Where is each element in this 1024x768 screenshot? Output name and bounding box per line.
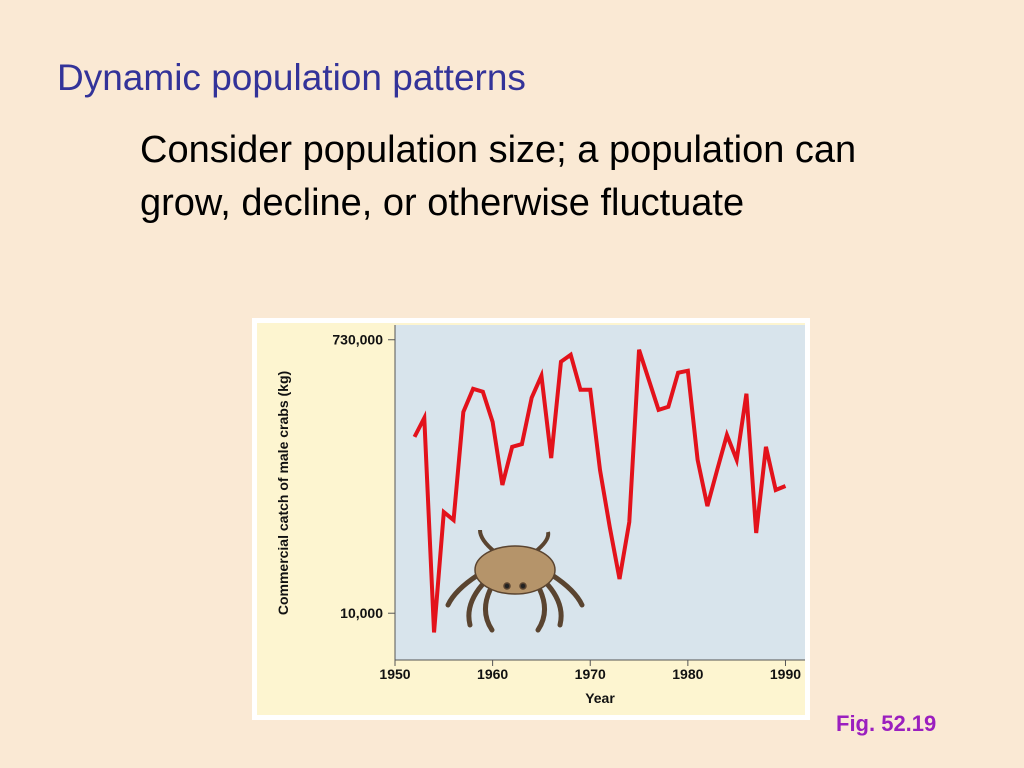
plot-area bbox=[395, 325, 805, 660]
crab bbox=[445, 529, 585, 633]
y-axis-label: Commercial catch of male crabs (kg) bbox=[275, 371, 291, 615]
x-tick-label: 1990 bbox=[770, 666, 801, 682]
data-line bbox=[412, 349, 787, 633]
y-tick-label: 730,000 bbox=[332, 332, 383, 348]
x-tick-label: 1960 bbox=[477, 666, 508, 682]
y-tick-label: 10,000 bbox=[340, 605, 383, 621]
x-axis-label: Year bbox=[585, 690, 615, 706]
x-tick-label: 1950 bbox=[379, 666, 410, 682]
x-tick-label: 1970 bbox=[575, 666, 606, 682]
x-tick-label: 1980 bbox=[672, 666, 703, 682]
body-line: Consider population size; a population c… bbox=[140, 129, 856, 171]
body-line: grow, decline, or otherwise fluctuate bbox=[140, 182, 744, 224]
figure-label: Fig. 52.19 bbox=[836, 711, 936, 736]
slide-title: Dynamic population patterns bbox=[57, 57, 526, 98]
